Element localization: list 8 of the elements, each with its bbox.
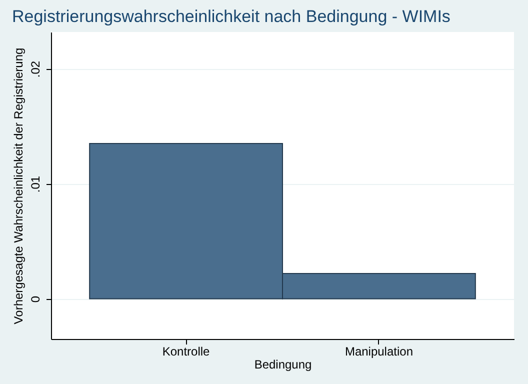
x-axis-title: Bedingung: [254, 358, 312, 372]
x-tick-label: Kontrolle: [162, 344, 210, 358]
y-tick-label: .01: [28, 176, 42, 193]
y-axis-title: Vorhergesagte Wahrscheinlichkeit der Registrierung: [12, 48, 26, 324]
chart-title: Registrierungswahrscheinlichkeit nach Bedingung - WIMIs: [12, 7, 450, 26]
x-tick-label: Manipulation: [344, 344, 413, 358]
y-tick-label: 0: [28, 296, 42, 303]
y-tick-label: .02: [28, 60, 42, 78]
